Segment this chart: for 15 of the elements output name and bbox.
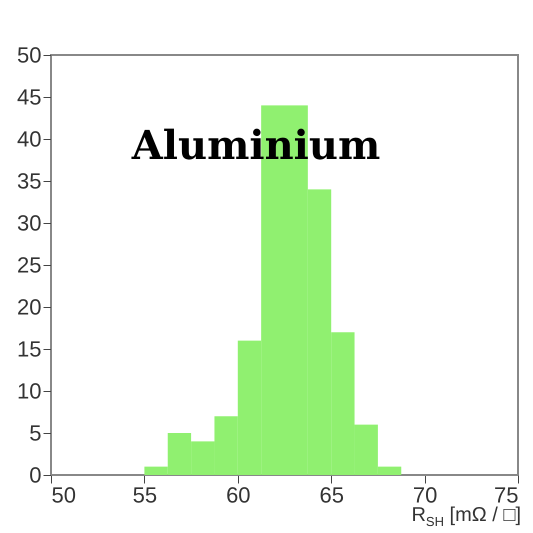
y-tick-label: 30 (17, 210, 42, 236)
x-tick-label: 55 (132, 482, 158, 508)
y-tick-label: 25 (17, 252, 42, 278)
y-tick-label: 35 (17, 168, 42, 194)
x-tick-label: 50 (52, 482, 76, 508)
y-tick-label: 15 (17, 336, 42, 362)
y-tick-label: 0 (29, 462, 42, 488)
x-tick-label: 65 (319, 482, 344, 508)
y-tick-label: 50 (17, 42, 42, 68)
y-tick-label: 10 (17, 378, 42, 404)
y-tick-label: 5 (29, 420, 42, 446)
y-tick-label: 20 (17, 294, 42, 320)
y-tick-label: 45 (17, 84, 42, 110)
x-tick-label: 60 (226, 482, 251, 508)
y-tick-label: 40 (17, 126, 42, 152)
